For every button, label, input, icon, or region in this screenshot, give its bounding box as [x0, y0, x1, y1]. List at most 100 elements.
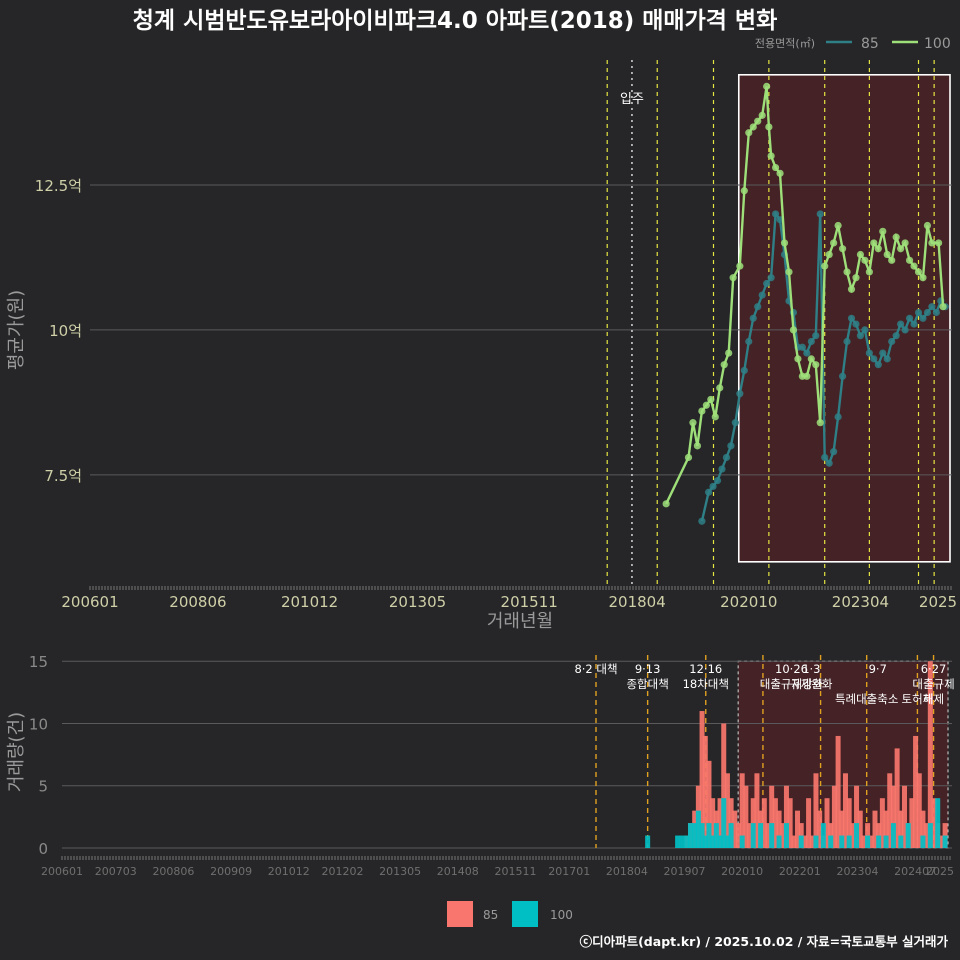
- volume-bar-85: [761, 798, 767, 848]
- data-point-85: [812, 332, 820, 340]
- legend-label-85: 85: [483, 908, 498, 922]
- volume-bar-85: [791, 835, 797, 848]
- data-point-85: [754, 303, 762, 311]
- legend-title: 전용면적(㎡): [755, 37, 815, 50]
- volume-bar-100: [758, 823, 764, 848]
- policy-annotation: 6·27: [921, 662, 947, 676]
- policy-annotation: 18차대책: [683, 677, 729, 691]
- data-point-100: [740, 187, 748, 195]
- data-point-85: [843, 337, 851, 346]
- volume-bar-100: [713, 823, 719, 848]
- volume-bar-100: [739, 835, 745, 848]
- volume-bar-85: [898, 810, 904, 848]
- data-point-100: [865, 268, 873, 276]
- policy-annotation: 규제완화: [790, 677, 833, 691]
- volume-bar-85: [776, 810, 782, 848]
- data-point-85: [834, 413, 842, 421]
- volume-bar-100: [721, 798, 727, 848]
- x-tick-label: 201012: [281, 593, 338, 611]
- volume-bar-100: [717, 835, 723, 848]
- data-point-100: [711, 413, 719, 421]
- volume-bar-85: [913, 735, 919, 848]
- legend-swatch-85: [447, 901, 473, 927]
- volume-bar-100: [820, 823, 826, 848]
- data-point-100: [816, 419, 824, 427]
- volume-bar-100: [846, 835, 852, 848]
- volume-bar-85: [717, 798, 723, 848]
- volume-bar-100: [898, 835, 904, 848]
- volume-bar-100: [876, 835, 882, 848]
- data-point-100: [745, 129, 753, 137]
- volume-bar-85: [747, 823, 753, 848]
- data-point-100: [785, 268, 793, 276]
- volume-bar-85: [765, 823, 771, 848]
- data-point-100: [720, 361, 728, 369]
- policy-annotation: 대출규제강화: [760, 677, 824, 691]
- volume-bar-100: [710, 835, 716, 848]
- data-point-85: [861, 326, 869, 334]
- data-point-85: [731, 419, 739, 427]
- x-tick-label: 200806: [169, 593, 226, 611]
- policy-annotation: 대출규제: [912, 677, 954, 691]
- data-point-100: [870, 239, 878, 247]
- volume-bar-100: [865, 835, 871, 848]
- data-point-85: [883, 355, 891, 363]
- y-tick-label: 7.5억: [44, 467, 82, 485]
- volume-bar-85: [846, 798, 852, 848]
- data-point-85: [704, 488, 713, 496]
- volume-bar-85: [802, 835, 808, 848]
- volume-bar-85: [780, 823, 786, 848]
- x-tick-label: 200806: [152, 865, 194, 878]
- data-point-100: [767, 152, 775, 160]
- volume-bar-100: [776, 835, 782, 848]
- data-point-85: [713, 477, 722, 485]
- data-point-100: [821, 262, 829, 270]
- data-point-100: [861, 256, 869, 264]
- volume-bar-85: [894, 748, 900, 848]
- volume-bar-85: [817, 810, 823, 848]
- volume-bar-85: [883, 810, 889, 848]
- volume-bar-85: [772, 798, 778, 848]
- data-point-100: [935, 239, 943, 247]
- volume-bar-100: [769, 823, 775, 848]
- data-point-100: [702, 401, 710, 409]
- data-point-85: [821, 453, 829, 462]
- data-point-85: [928, 303, 936, 311]
- volume-bar-100: [798, 835, 804, 848]
- data-point-100: [852, 274, 860, 282]
- volume-bar-85: [927, 661, 933, 848]
- volume-bar-100: [675, 835, 681, 848]
- data-point-85: [919, 314, 927, 322]
- chart-title: 청계 시범반도유보라아이비파크4.0 아파트(2018) 매매가격 변화: [133, 8, 778, 34]
- data-point-85: [901, 326, 909, 334]
- data-point-100: [716, 384, 724, 392]
- y-tick-label: 10: [29, 715, 48, 733]
- volume-bar-100: [645, 835, 651, 848]
- data-point-85: [718, 465, 726, 473]
- data-point-100: [689, 419, 697, 427]
- volume-bar-85: [732, 810, 738, 848]
- volume-bar-100: [905, 823, 911, 848]
- data-point-100: [812, 361, 820, 369]
- volume-bar-100: [692, 823, 698, 848]
- volume-bar-85: [861, 835, 867, 848]
- volume-bar-85: [839, 810, 845, 848]
- data-point-100: [754, 117, 762, 125]
- x-tick-label: 201305: [379, 865, 421, 878]
- x-axis-ticks: [61, 856, 951, 860]
- data-point-100: [693, 442, 702, 450]
- move-in-label: 입주: [620, 92, 644, 107]
- data-point-85: [807, 337, 815, 346]
- volume-bar-100: [854, 823, 860, 848]
- x-tick-label: 202201: [779, 865, 821, 878]
- volume-bar-100: [783, 823, 789, 848]
- data-point-85: [763, 279, 771, 288]
- volume-bar-85: [854, 785, 860, 848]
- volume-bar-85: [710, 798, 716, 848]
- y-tick-label: 0: [38, 840, 48, 858]
- data-point-100: [749, 123, 757, 131]
- x-axis-ticks: [89, 586, 952, 590]
- data-point-100: [838, 245, 847, 253]
- volume-bar-85: [769, 785, 775, 848]
